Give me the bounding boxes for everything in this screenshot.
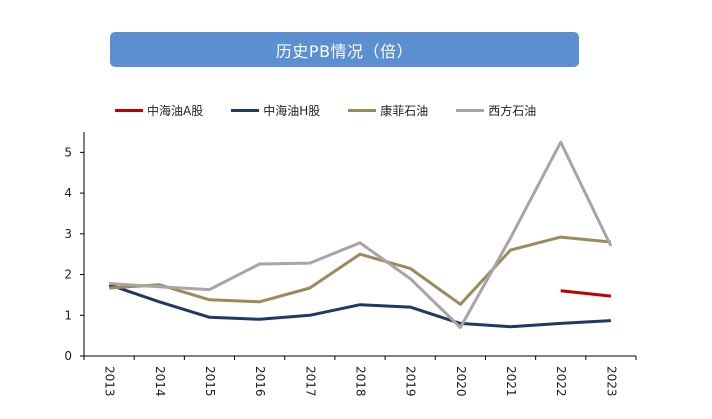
x-tick-label: 2015 [203, 366, 217, 397]
legend-swatch-occidental [456, 108, 485, 112]
legend-item-a-share: 中海油A股 [115, 102, 203, 119]
legend-swatch-h-share [231, 108, 260, 112]
legend-item-conocophillips: 康菲石油 [348, 102, 428, 119]
y-tick-label: 5 [64, 145, 72, 159]
axes [83, 132, 636, 357]
x-tick-label: 2020 [454, 366, 468, 397]
legend-label-h-share: 中海油H股 [263, 103, 321, 118]
legend-label-occidental: 西方石油 [488, 103, 537, 118]
series-line-3 [109, 140, 613, 329]
x-tick-label: 2021 [504, 366, 518, 397]
x-tick-label: 2018 [354, 366, 368, 397]
legend-label-conocophillips: 康菲石油 [380, 103, 429, 118]
chart-title: 历史PB情况（倍） [275, 41, 414, 61]
x-tick-label: 2017 [303, 366, 317, 397]
series-line-0 [560, 289, 612, 298]
x-axis-ticks: 2013 2014 2015 2016 2017 2018 2019 2020 2021 2022… [83, 356, 637, 397]
x-tick-label: 2014 [153, 366, 167, 397]
y-tick-label: 2 [64, 268, 72, 282]
y-tick-label: 1 [64, 308, 72, 322]
legend-swatch-conocophillips [348, 108, 377, 112]
legend: 中海油A股 中海油H股 康菲石油 西方石油 [115, 100, 564, 120]
legend-item-h-share: 中海油H股 [231, 102, 320, 119]
x-tick-label: 2023 [604, 366, 618, 397]
y-axis-ticks: 0 1 2 3 4 5 [64, 145, 84, 363]
y-tick-label: 0 [64, 349, 72, 363]
x-tick-label: 2022 [554, 366, 568, 397]
x-tick-label: 2013 [103, 366, 117, 397]
chart-title-banner: 历史PB情况（倍） [110, 32, 579, 67]
legend-label-a-share: 中海油A股 [147, 103, 204, 118]
y-tick-label: 4 [64, 186, 72, 200]
y-tick-label: 3 [64, 227, 72, 241]
series-line-2 [109, 235, 612, 306]
legend-swatch-a-share [115, 108, 143, 112]
x-tick-label: 2019 [404, 366, 418, 397]
series-line-1 [108, 283, 611, 329]
series-lines [108, 140, 613, 329]
x-tick-label: 2016 [253, 366, 267, 397]
legend-item-occidental: 西方石油 [456, 102, 536, 119]
